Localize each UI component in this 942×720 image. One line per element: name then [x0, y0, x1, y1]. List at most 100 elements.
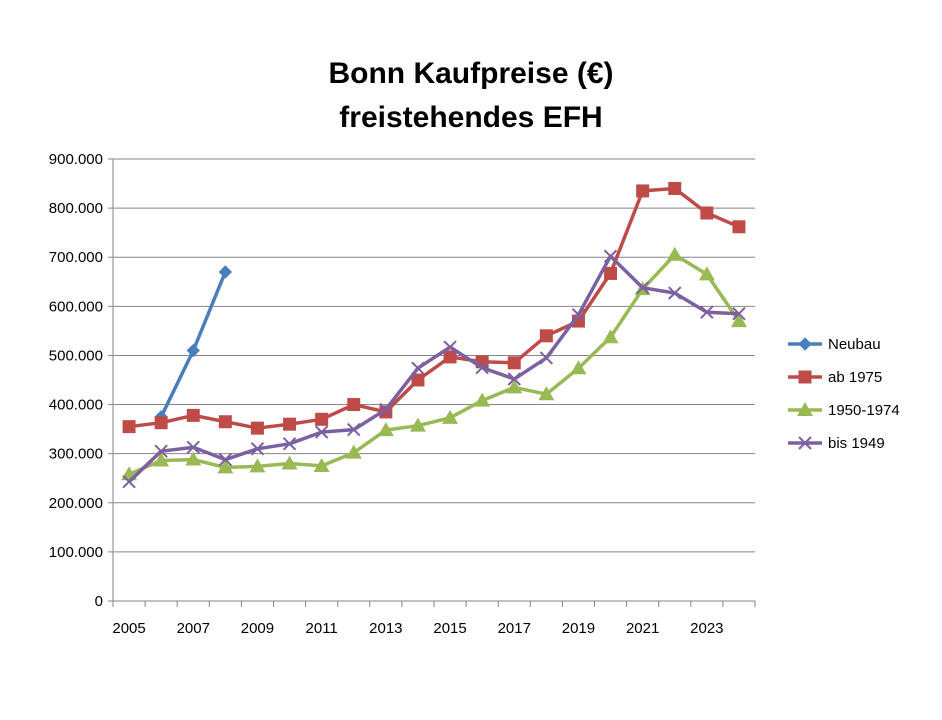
- data-point-x: [798, 436, 812, 450]
- data-point-x: [603, 249, 618, 263]
- series-lines: [121, 181, 747, 489]
- data-point-x: [571, 307, 586, 322]
- x-tick-label: 2005: [112, 620, 145, 637]
- series-line: [128, 253, 741, 476]
- data-point-triangle: [570, 360, 587, 375]
- x-tick-label: 2011: [306, 620, 338, 637]
- y-tick-label: 700.000: [49, 249, 103, 266]
- data-point-triangle: [698, 266, 715, 281]
- y-tick-label: 500.000: [49, 347, 103, 364]
- y-tick-label: 800.000: [49, 200, 103, 217]
- data-point-square: [636, 184, 650, 198]
- data-point-triangle: [313, 457, 330, 472]
- data-point-triangle: [442, 409, 459, 424]
- data-point-triangle: [506, 379, 523, 394]
- data-point-square: [283, 417, 297, 431]
- data-point-square: [315, 412, 329, 426]
- data-point-x: [314, 425, 329, 439]
- axes: 0 100.000 200.000 300.000 400.000 500.000 600.…: [49, 151, 756, 637]
- data-point-diamond: [798, 337, 812, 351]
- gridlines: [113, 158, 755, 553]
- data-point-triangle: [602, 329, 619, 344]
- y-tick-label: 100.000: [49, 544, 103, 561]
- data-point-x: [347, 422, 361, 437]
- chart-title-line-1: Bonn Kaufpreise (€): [328, 57, 614, 90]
- data-point-triangle: [281, 455, 298, 470]
- legend-item: 1950-1974: [788, 402, 900, 419]
- data-point-triangle: [217, 459, 234, 474]
- data-point-x: [122, 474, 136, 489]
- legend-label: ab 1975: [828, 369, 882, 386]
- legend-label: Neubau: [828, 336, 881, 353]
- data-point-triangle: [185, 451, 202, 466]
- legend-item: ab 1975: [788, 369, 882, 386]
- data-point-x: [668, 286, 682, 300]
- data-point-diamond: [186, 343, 200, 358]
- series-1950-1974: [121, 246, 747, 481]
- data-point-x: [411, 361, 425, 375]
- data-point-square: [798, 370, 812, 384]
- data-point-square: [700, 206, 714, 220]
- y-tick-label: 300.000: [49, 446, 103, 463]
- legend-item: Neubau: [788, 336, 881, 353]
- legend-label: 1950-1974: [828, 402, 900, 419]
- data-point-x: [186, 440, 200, 454]
- y-tick-label: 400.000: [49, 397, 103, 414]
- data-point-x: [379, 402, 393, 417]
- y-tick-label: 200.000: [49, 495, 103, 512]
- chart-title-line-2: freistehendes EFH: [339, 101, 603, 134]
- data-point-square: [443, 350, 457, 364]
- series-ab-1975: [122, 181, 746, 435]
- legend: Neubau ab 1975 1950-1974 bis 1949: [788, 336, 900, 452]
- data-point-triangle: [153, 452, 170, 467]
- data-point-square: [507, 356, 521, 370]
- data-point-square: [122, 420, 136, 434]
- x-tick-label: 2013: [369, 620, 402, 637]
- data-point-triangle: [409, 417, 426, 432]
- data-point-x: [732, 306, 746, 321]
- data-point-square: [154, 416, 168, 430]
- data-point-square: [347, 398, 361, 412]
- series-bis-1949: [122, 249, 746, 489]
- chart-title: Bonn Kaufpreise (€) freistehendes EFH: [0, 52, 942, 140]
- data-point-x: [443, 340, 457, 354]
- data-point-square: [732, 220, 746, 234]
- data-point-triangle: [666, 246, 683, 261]
- y-tick-label: 0: [95, 593, 103, 610]
- data-point-triangle: [249, 458, 266, 473]
- data-point-triangle: [474, 392, 491, 407]
- y-tick-label: 600.000: [49, 298, 103, 315]
- data-point-square: [186, 408, 200, 422]
- data-point-square: [411, 373, 425, 387]
- y-tick-label: 900.000: [49, 151, 103, 168]
- x-tick-label: 2015: [433, 620, 466, 637]
- data-point-square: [250, 421, 264, 435]
- data-point-square: [668, 181, 682, 195]
- data-point-x: [250, 442, 265, 456]
- data-point-square: [379, 405, 393, 419]
- series-neubau: [154, 265, 233, 424]
- x-tick-label: 2017: [498, 620, 531, 637]
- legend-item: bis 1949: [788, 435, 885, 452]
- data-point-x: [282, 437, 297, 451]
- data-point-x: [700, 305, 714, 319]
- data-point-x: [507, 372, 521, 386]
- data-point-triangle: [538, 386, 555, 401]
- x-tick-label: 2019: [562, 620, 595, 637]
- data-point-square: [218, 415, 232, 429]
- data-point-diamond: [218, 265, 233, 279]
- series-line: [128, 186, 740, 430]
- data-point-x: [475, 361, 489, 375]
- data-point-square: [604, 266, 618, 280]
- data-point-x: [218, 452, 233, 467]
- data-point-x: [635, 280, 650, 295]
- x-tick-label: 2023: [690, 620, 723, 637]
- data-point-square: [539, 329, 553, 343]
- data-point-triangle: [377, 422, 394, 437]
- x-tick-label: 2007: [177, 620, 210, 637]
- data-point-triangle: [730, 313, 747, 328]
- data-point-x: [154, 444, 168, 458]
- data-point-triangle: [797, 402, 813, 416]
- x-tick-label: 2021: [626, 620, 659, 637]
